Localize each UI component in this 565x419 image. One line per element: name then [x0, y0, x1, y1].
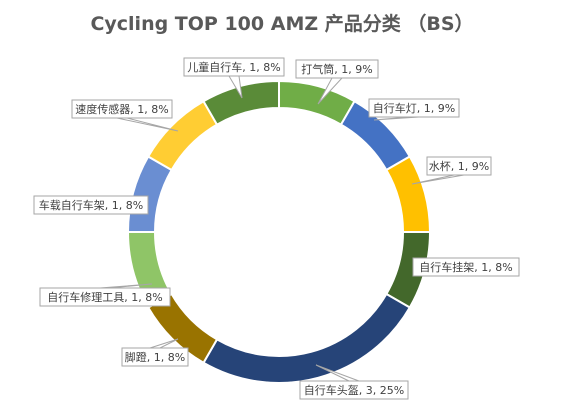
- labels-layer: 打气筒, 1, 9% 自行车灯, 1, 9% 水杯, 1, 9% 自行车挂架, 1, …: [33, 57, 520, 400]
- data-label-10: 儿童自行车, 1, 8%: [187, 60, 280, 74]
- data-label-8: 车载自行车架, 1, 8%: [39, 198, 143, 212]
- label-leader-9: [116, 117, 179, 132]
- data-label-1: 打气筒, 1, 9%: [301, 62, 372, 76]
- data-label-7: 自行车修理工具, 1, 8%: [47, 290, 162, 304]
- data-label-6: 脚蹬, 1, 8%: [125, 350, 185, 364]
- label-leader-6: [149, 338, 179, 349]
- data-label-box-9: [71, 99, 173, 119]
- data-label-4: 自行车挂架, 1, 8%: [419, 260, 512, 274]
- data-label-box-3: [426, 156, 492, 176]
- data-label-9: 速度传感器, 1, 8%: [75, 102, 168, 116]
- data-label-2: 自行车灯, 1, 9%: [373, 101, 455, 115]
- data-label-box-8: [33, 195, 149, 215]
- data-label-3: 水杯, 1, 9%: [429, 159, 489, 173]
- slices-layer: [126, 79, 432, 384]
- slice-10: [202, 79, 280, 126]
- slice-5: [202, 292, 412, 384]
- data-label-box-2: [368, 98, 460, 118]
- data-label-5: 自行车头盔, 3, 25%: [304, 383, 404, 397]
- slice-3: [385, 155, 432, 233]
- data-label-box-10: [183, 57, 285, 77]
- data-label-box-5: [299, 380, 409, 400]
- slice-8: [126, 155, 173, 233]
- data-label-box-6: [121, 347, 189, 367]
- chart-title: Cycling TOP 100 AMZ 产品分类 （BS）: [90, 12, 473, 35]
- data-label-box-7: [39, 287, 171, 307]
- slice-1: [278, 79, 356, 126]
- data-label-box-1: [295, 59, 379, 79]
- data-label-box-4: [412, 257, 520, 277]
